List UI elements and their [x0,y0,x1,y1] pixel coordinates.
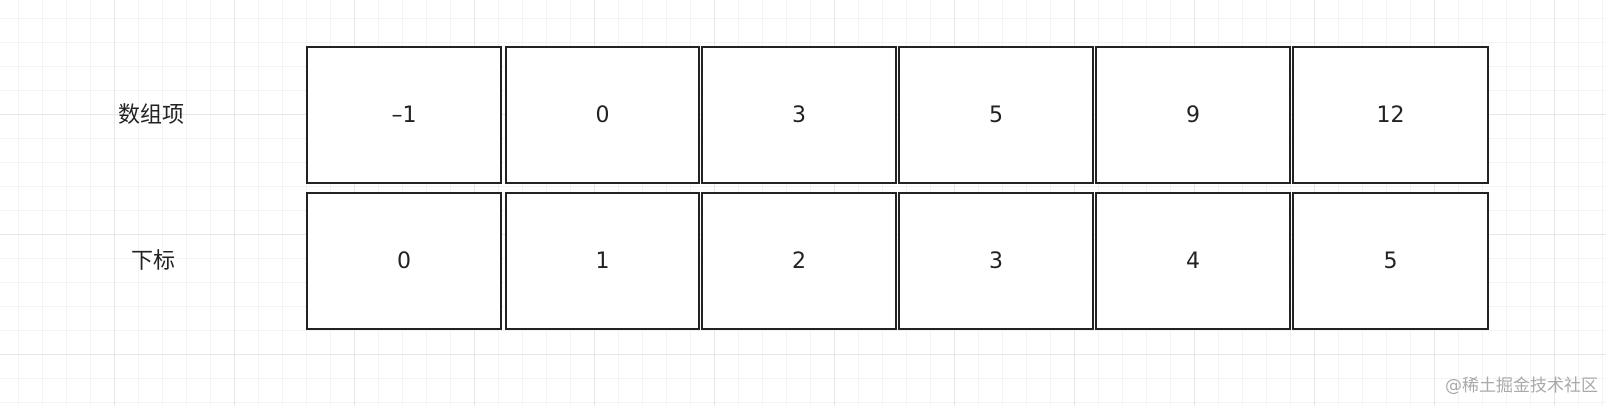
array-cell: 5 [898,46,1094,184]
array-cell: –1 [306,46,502,184]
row-label: 数组项 [117,103,184,128]
row-label: 下标 [130,249,175,274]
array-cell: 1 [505,192,700,330]
array-cell: 3 [701,46,897,184]
array-cell: 9 [1095,46,1291,184]
array-cell: 3 [898,192,1094,330]
array-cell: 4 [1095,192,1291,330]
watermark: @稀土掘金技术社区 [1445,376,1598,396]
array-cell: 5 [1292,192,1489,330]
array-cell: 2 [701,192,897,330]
array-cell: 0 [306,192,502,330]
array-cell: 0 [505,46,700,184]
array-cell: 12 [1292,46,1489,184]
